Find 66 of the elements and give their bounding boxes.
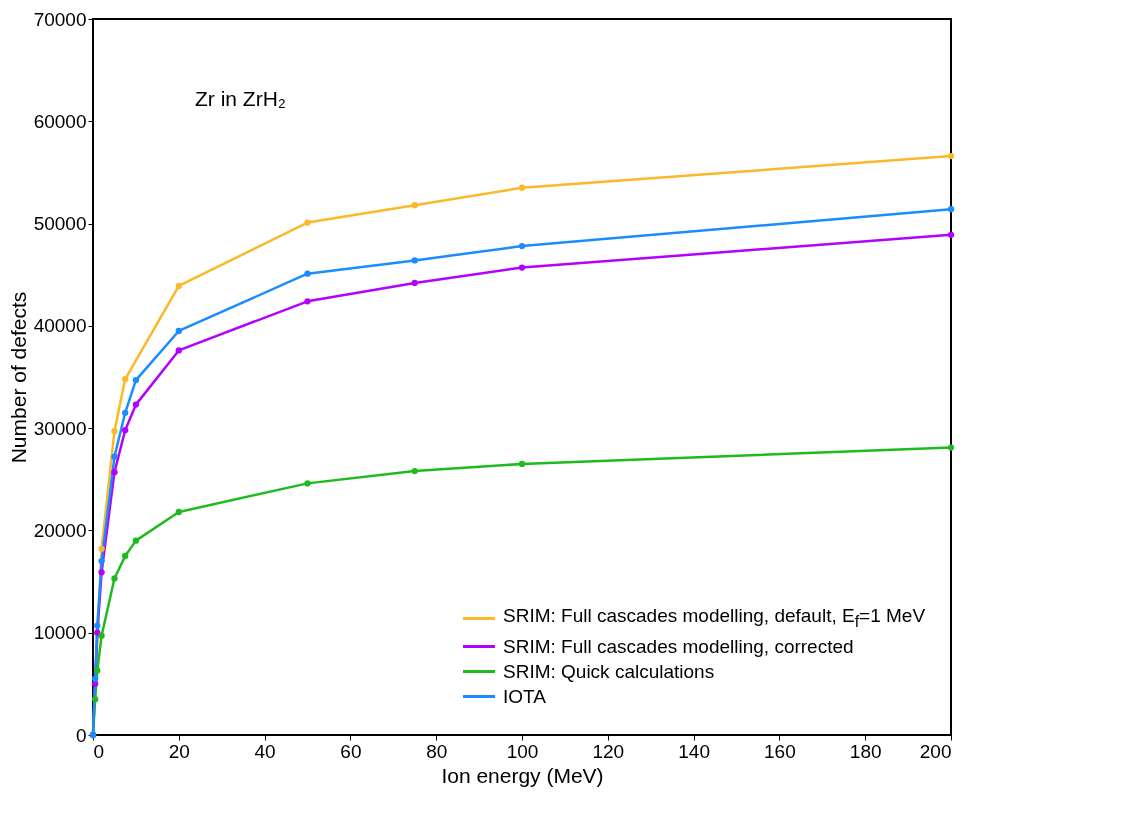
point: [411, 279, 418, 287]
point: [111, 428, 118, 435]
point: [947, 206, 955, 213]
point: [518, 460, 526, 468]
point: [304, 270, 311, 277]
legend-label: SRIM: Full cascades modelling, default, E$_{f}$=1 MeV: [503, 604, 926, 632]
y-tick-label: 30000: [33, 417, 87, 439]
point: [94, 667, 101, 674]
point: [111, 575, 118, 582]
point: [91, 696, 99, 703]
point: [304, 480, 311, 487]
x-tick-label: 60: [340, 740, 362, 762]
x-tick-label: 20: [168, 740, 190, 762]
point: [947, 444, 955, 451]
point: [304, 219, 311, 226]
legend-label: SRIM: Full cascades modelling, corrected: [503, 634, 854, 659]
annotation: Zr in ZrH₂: [195, 87, 286, 111]
point: [411, 202, 418, 209]
point: [98, 545, 105, 552]
point: [111, 453, 118, 460]
point: [98, 569, 105, 576]
point: [175, 347, 182, 354]
x-tick-label: 140: [678, 740, 710, 762]
point: [411, 257, 418, 264]
x-tick-label: 100: [506, 740, 539, 762]
x-axis-title: Ion energy (MeV): [441, 763, 604, 787]
y-tick-label: 10000: [33, 622, 87, 644]
legend-label: SRIM: Quick calculations: [503, 659, 715, 684]
point: [518, 264, 526, 271]
point: [518, 242, 526, 250]
point: [947, 152, 955, 160]
point: [175, 282, 182, 290]
point: [122, 375, 129, 383]
point: [132, 401, 140, 408]
point: [111, 468, 118, 476]
point: [94, 622, 101, 629]
x-tick-label: 120: [592, 740, 625, 762]
point: [518, 184, 526, 191]
y-tick-label: 40000: [33, 315, 87, 337]
point: [98, 557, 105, 565]
x-tick-label: 40: [254, 740, 276, 762]
x-tick-label: 0: [93, 740, 105, 762]
point: [91, 675, 99, 682]
point: [132, 537, 140, 544]
point: [122, 409, 129, 416]
y-tick-label: 20000: [33, 519, 87, 541]
point: [304, 298, 311, 305]
x-tick-label: 180: [849, 740, 882, 762]
x-tick-label: 200: [919, 740, 952, 762]
point: [175, 508, 182, 516]
point: [122, 427, 129, 434]
x-tick-label: 160: [764, 740, 796, 762]
point: [947, 231, 955, 238]
y-tick-label: 0: [75, 724, 87, 746]
point: [175, 327, 182, 335]
point: [411, 467, 418, 475]
y-tick-label: 70000: [33, 8, 87, 30]
point: [122, 552, 129, 560]
point: [91, 680, 99, 688]
legend-label: IOTA: [503, 684, 546, 709]
point: [98, 632, 105, 639]
point: [132, 376, 140, 384]
y-tick-label: 50000: [33, 213, 87, 235]
y-axis-title: Number of defects: [6, 291, 30, 464]
y-tick-label: 60000: [33, 110, 87, 132]
x-tick-label: 80: [426, 740, 448, 762]
